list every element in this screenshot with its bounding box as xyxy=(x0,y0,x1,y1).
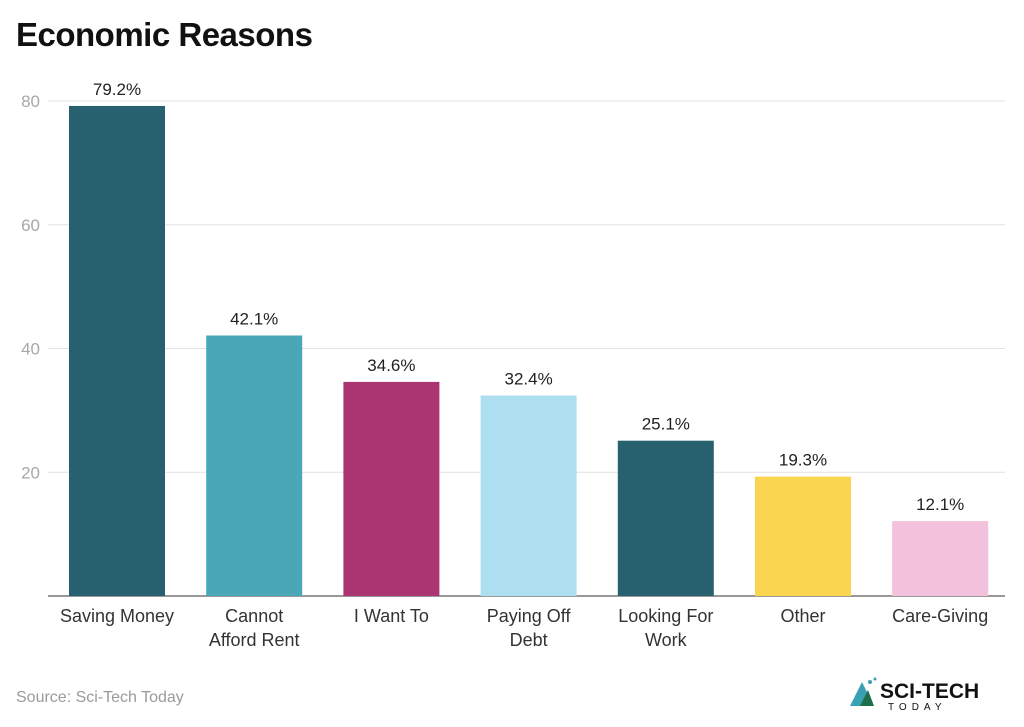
data-label: 25.1% xyxy=(642,415,690,434)
y-tick-label: 80 xyxy=(21,92,40,111)
x-tick-label: Care-Giving xyxy=(892,606,988,626)
sci-tech-today-logo: SCI-TECH TODAY xyxy=(850,677,979,712)
data-label: 34.6% xyxy=(367,356,415,375)
bar xyxy=(480,395,577,596)
bar xyxy=(892,521,989,596)
svg-text:TODAY: TODAY xyxy=(888,702,947,712)
bar xyxy=(617,440,714,596)
data-label: 79.2% xyxy=(93,80,141,99)
y-tick-label: 20 xyxy=(21,463,40,482)
svg-text:SCI-TECH: SCI-TECH xyxy=(880,680,979,703)
x-tick-label: Other xyxy=(780,606,825,626)
x-tick-label: Debt xyxy=(510,630,548,650)
chart-title: Economic Reasons xyxy=(16,16,313,53)
bar xyxy=(69,105,165,596)
y-tick-label: 60 xyxy=(21,216,40,235)
x-tick-label: I Want To xyxy=(354,606,429,626)
x-tick-label: Work xyxy=(645,630,688,650)
x-tick-label: Cannot xyxy=(225,606,283,626)
x-tick-label: Afford Rent xyxy=(209,630,300,650)
x-tick-label: Paying Off xyxy=(487,606,572,626)
bar xyxy=(343,381,440,596)
data-label: 42.1% xyxy=(230,310,278,329)
bar xyxy=(755,476,851,596)
x-tick-label: Looking For xyxy=(618,606,713,626)
data-label: 19.3% xyxy=(779,451,827,470)
data-label: 32.4% xyxy=(504,370,552,389)
data-label: 12.1% xyxy=(916,495,964,514)
source-note: Source: Sci-Tech Today xyxy=(16,689,184,706)
x-tick-label: Saving Money xyxy=(60,606,174,626)
y-tick-label: 40 xyxy=(21,340,40,359)
bar xyxy=(206,335,303,596)
